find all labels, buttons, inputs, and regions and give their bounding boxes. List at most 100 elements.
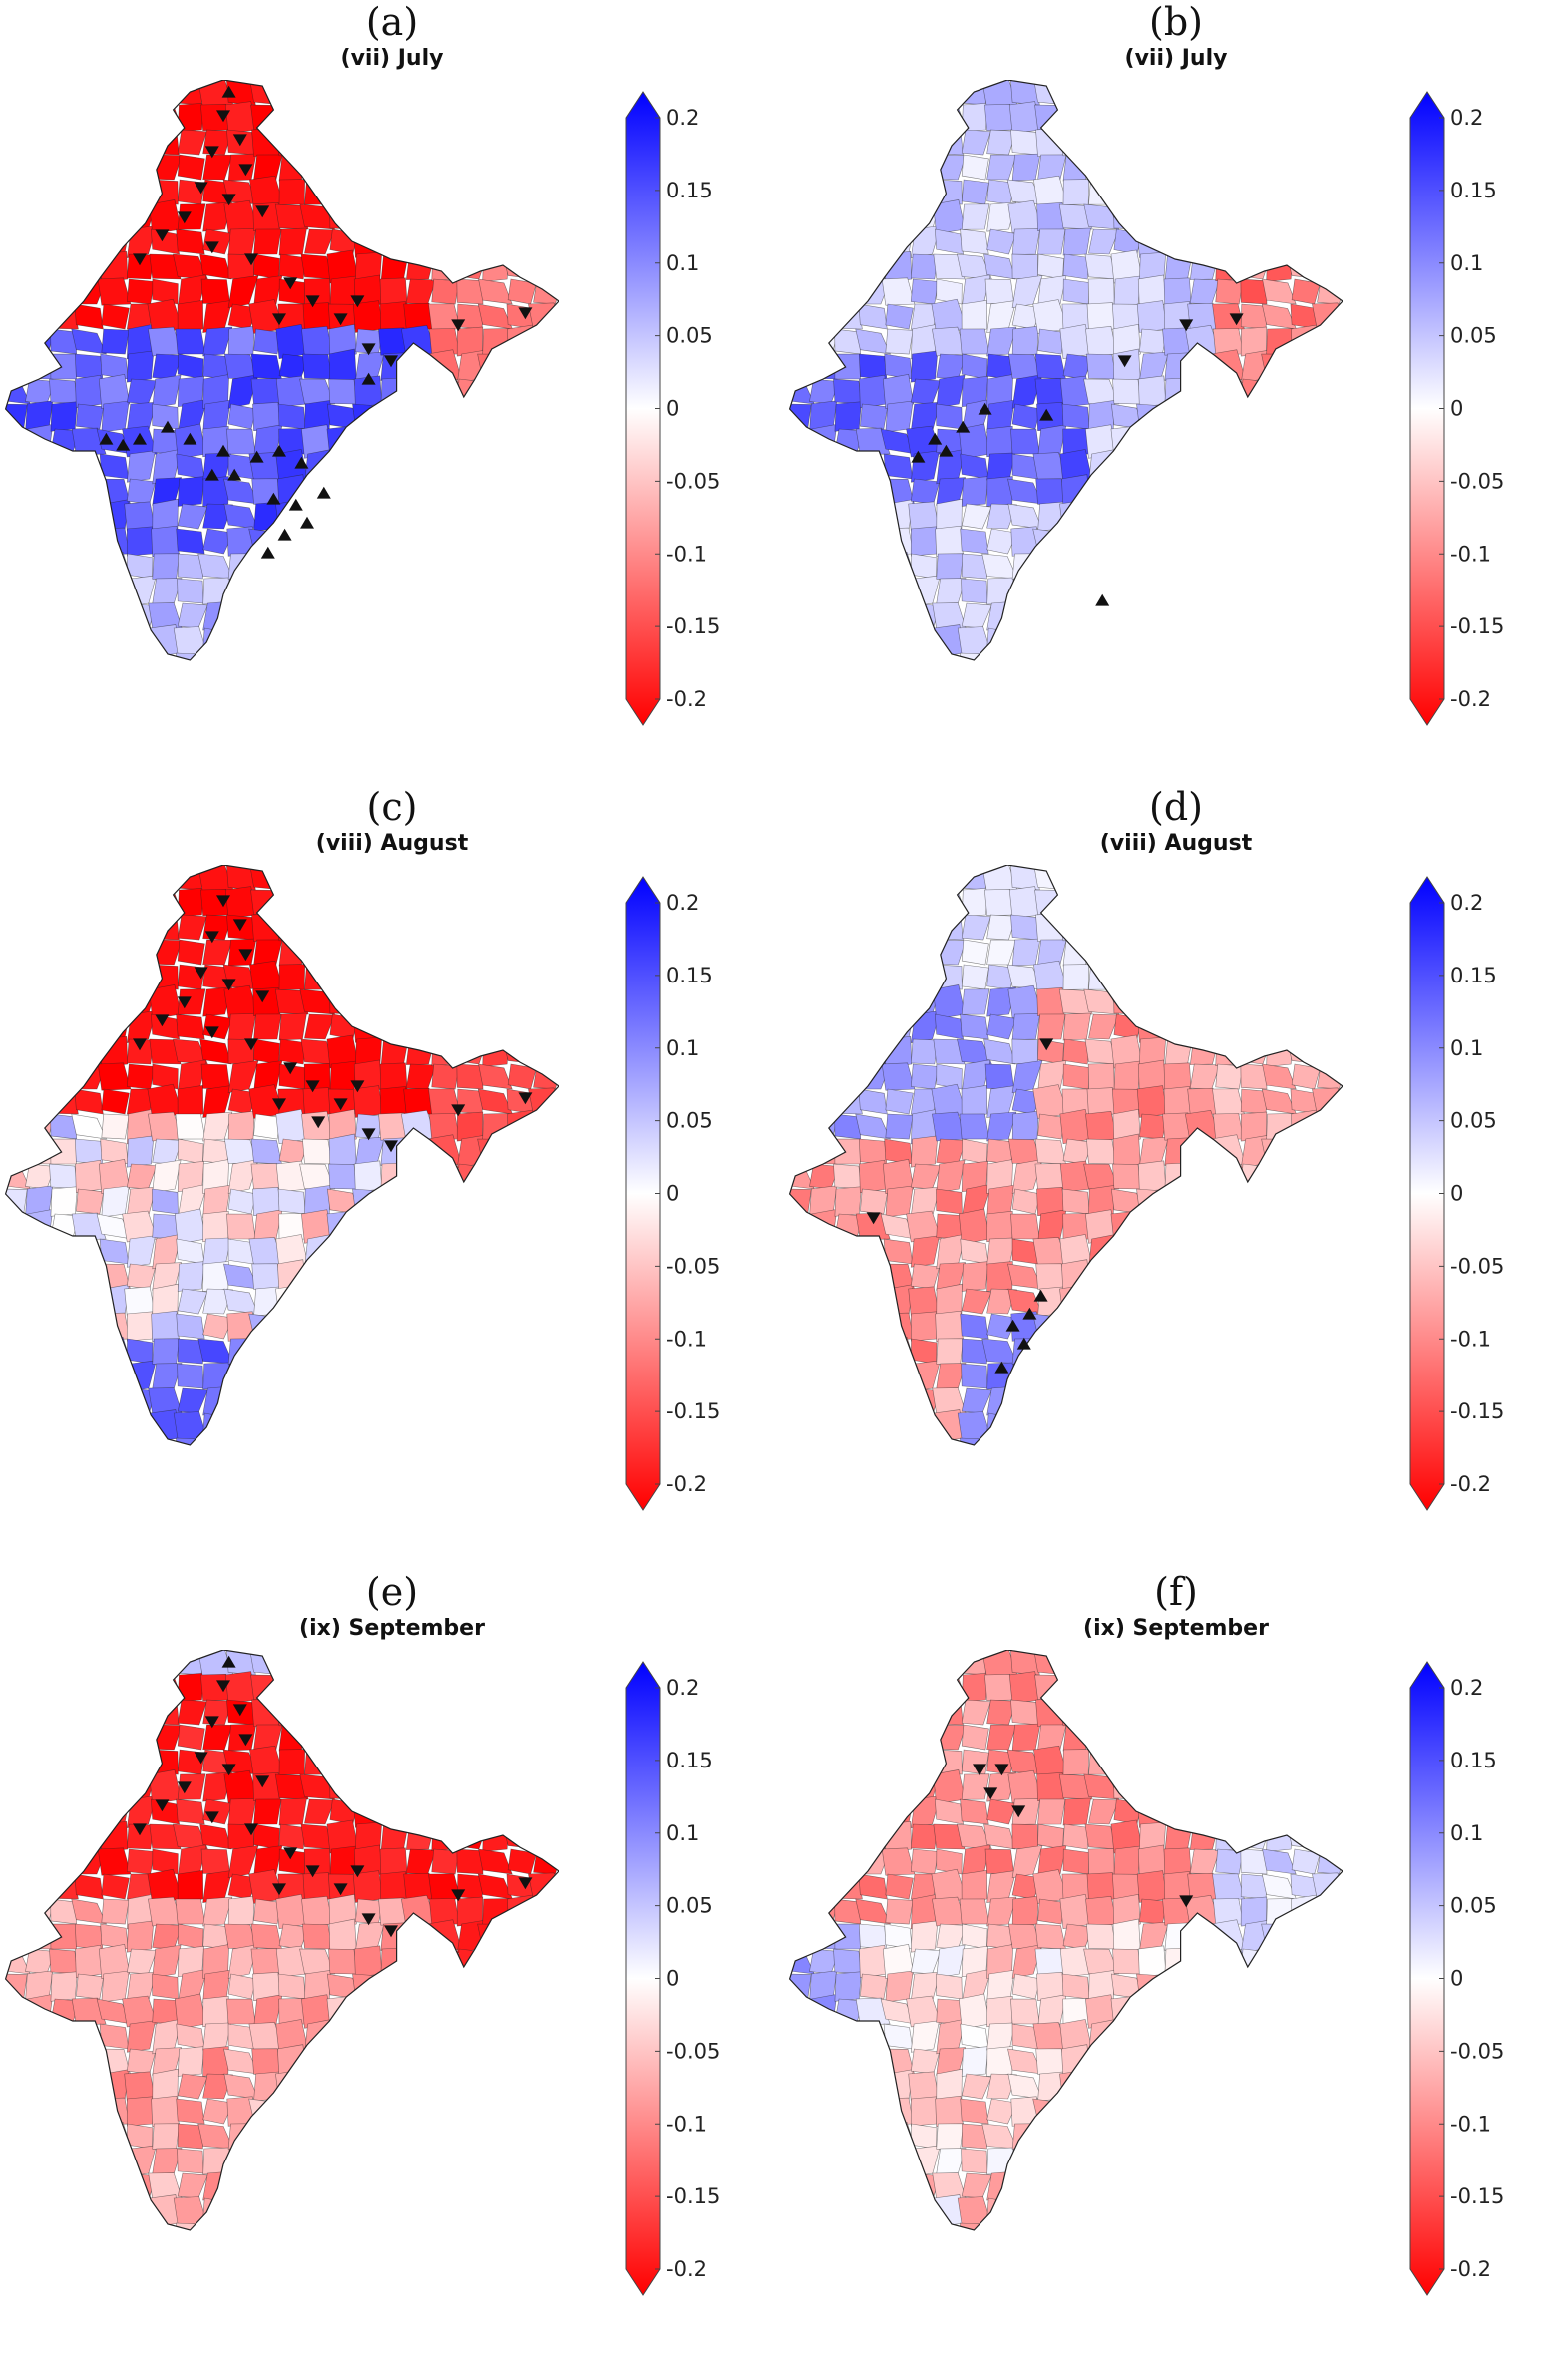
basin-region [405, 1724, 435, 1751]
basin-region [1060, 651, 1091, 660]
basin-region [506, 102, 536, 133]
basin-region [1215, 401, 1247, 432]
basin-region [149, 253, 182, 280]
basin-region [805, 939, 839, 966]
basin-region [881, 983, 916, 1020]
basin-region [789, 1059, 811, 1094]
panel-e: (e) (ix) September 0.2 0.15 0.1 0.05 0 -0.05 -0.… [0, 1570, 784, 2355]
basin-region [860, 503, 888, 530]
basin-region [1313, 1185, 1343, 1218]
basin-region [1010, 1213, 1040, 1240]
basin-region [152, 1973, 179, 2000]
basin-region [860, 403, 889, 430]
basin-region [1316, 2019, 1343, 2054]
basin-region [1163, 277, 1192, 306]
basin-region [329, 1845, 357, 1878]
basin-region [23, 1086, 53, 1117]
basin-region [834, 1233, 866, 1270]
basin-region [834, 448, 866, 485]
basin-region [1037, 1823, 1064, 1850]
basin-region [405, 1238, 433, 1265]
basin-region [302, 1923, 333, 1950]
basin-region [50, 503, 81, 530]
basin-region [276, 651, 307, 660]
basin-region [1085, 1895, 1118, 1928]
basin-region [276, 2221, 307, 2230]
basin-region [809, 503, 838, 530]
basin-region [1212, 1013, 1245, 1040]
basin-region [809, 602, 837, 629]
basin-region [506, 2122, 535, 2151]
basin-region [1037, 1113, 1066, 1140]
basin-region [278, 1313, 307, 1340]
basin-region [1086, 914, 1116, 941]
basin-region [5, 325, 31, 358]
basin-region [1215, 2023, 1247, 2050]
basin-region [789, 964, 812, 990]
basin-region [885, 865, 915, 891]
basin-region [405, 378, 433, 405]
basin-region [74, 1873, 104, 1900]
basin-region [251, 2048, 282, 2075]
basin-region [1088, 1749, 1117, 1775]
basin-region [380, 2197, 410, 2224]
basin-region [1135, 1235, 1169, 1268]
basin-region [533, 476, 559, 507]
basin-region [507, 627, 536, 654]
panel-title: (viii) August [1099, 831, 1253, 856]
basin-region [456, 865, 484, 896]
basin-region [1113, 2048, 1140, 2075]
basin-region [482, 201, 509, 232]
basin-region [252, 2197, 281, 2224]
basin-region [809, 1993, 838, 2030]
basin-region [957, 626, 992, 655]
basin-region [1108, 1363, 1145, 1389]
basin-region [99, 154, 130, 181]
basin-region [126, 575, 157, 607]
basin-region [1164, 102, 1192, 133]
basin-region [456, 1798, 486, 1825]
basin-region [961, 1724, 989, 1751]
basin-region [24, 1650, 52, 1681]
basin-region [1113, 80, 1143, 110]
basin-region [355, 174, 386, 210]
basin-region [176, 2023, 205, 2050]
basin-region [961, 553, 988, 580]
colorbar: 0.20.150.10.050-0.05-0.1-0.15-0.2 [625, 876, 720, 1511]
basin-region [482, 1699, 510, 1726]
basin-region [885, 1650, 915, 1676]
colorbar-tick-label: -0.05 [1450, 1254, 1504, 1278]
basin-region [1035, 1363, 1065, 1389]
basin-region [299, 1948, 336, 1975]
basin-region [1215, 2172, 1245, 2199]
basin-region [50, 80, 80, 106]
basin-region [910, 154, 938, 181]
basin-region [324, 499, 361, 534]
basin-region [1136, 1995, 1168, 2028]
basin-region [1159, 1387, 1196, 1414]
basin-region [76, 503, 104, 530]
basin-region [177, 887, 205, 918]
basin-region [910, 1311, 938, 1342]
basin-region [177, 1363, 204, 1389]
basin-region [75, 1313, 104, 1340]
basin-region [1088, 964, 1117, 990]
basin-region [76, 1436, 104, 1445]
basin-region [1083, 378, 1120, 405]
basin-region [252, 627, 281, 654]
basin-region [253, 328, 282, 355]
basin-region [251, 2148, 281, 2174]
basin-region [327, 179, 358, 205]
basin-region [858, 1088, 888, 1115]
basin-region [478, 1848, 513, 1875]
basin-region [5, 1213, 28, 1240]
basin-region [1164, 152, 1192, 183]
panel-title: (vii) July [340, 46, 444, 71]
basin-region [1037, 1845, 1067, 1878]
basin-region [478, 278, 513, 305]
basin-region [910, 378, 942, 405]
basin-region [834, 2123, 861, 2150]
basin-region [227, 648, 255, 660]
basin-region [789, 1012, 814, 1041]
basin-region [1289, 1361, 1321, 1391]
